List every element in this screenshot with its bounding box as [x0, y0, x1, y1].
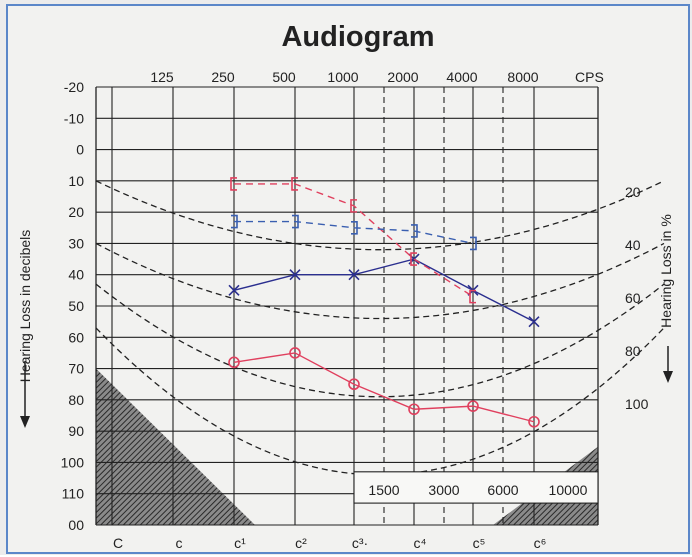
data-point-o: [348, 378, 360, 391]
y-tick-label: 80: [68, 392, 84, 408]
data-point-bracket-right: [470, 236, 477, 251]
x-tick-label: 500: [272, 69, 296, 85]
y-tick-label: 10: [68, 173, 84, 189]
audiogram-card: Audiogram -20 -10 0 10 20 30 40 50 60 70 80 90 100 11…: [6, 4, 690, 554]
data-point-bracket-left: [291, 177, 298, 191]
inter-octave-label: 1500: [368, 482, 399, 498]
bottom-note-label: c: [176, 535, 183, 551]
data-point-bracket-right: [231, 214, 238, 229]
y-tick-label: 40: [68, 267, 84, 283]
series-line-4: [234, 220, 474, 245]
data-point-x: [289, 269, 301, 281]
inter-octave-label: 10000: [549, 482, 588, 498]
data-point-o: [467, 400, 479, 412]
y-tick-label: 70: [68, 361, 84, 377]
y2-axis-arrow: [663, 346, 673, 383]
y-tick-label: 50: [68, 298, 84, 314]
y2-axis-label: Hearing Loss in %: [658, 214, 674, 328]
y-tick-label: 90: [68, 423, 84, 439]
y2-tick-label: 40: [625, 237, 641, 253]
data-point-bracket-left: [410, 252, 417, 266]
y-tick-label: 20: [68, 204, 84, 220]
data-point-o: [289, 347, 301, 359]
y-tick-label: 60: [68, 329, 84, 345]
data-point-x: [528, 316, 540, 328]
y-tick-label: -10: [64, 110, 84, 126]
inter-octave-label: 6000: [487, 482, 518, 498]
bottom-note-label: C: [113, 535, 123, 551]
bottom-note-label: c²: [295, 535, 307, 551]
series-line-2: [233, 352, 535, 423]
bottom-note-label: c⁴: [413, 535, 426, 551]
x-tick-label: 1000: [327, 69, 358, 85]
inter-octave-label: 3000: [428, 482, 459, 498]
y-tick-label: 00: [68, 517, 84, 533]
inter-octave-label-box: [353, 471, 599, 504]
y-tick-label: 30: [68, 235, 84, 251]
series-line-3: [234, 183, 474, 298]
x-unit-label: CPS: [575, 69, 604, 85]
bottom-note-label: c³·: [352, 535, 368, 551]
y-axis-arrow: [20, 361, 30, 428]
x-tick-label: 250: [211, 69, 235, 85]
bottom-note-label: c¹: [234, 535, 246, 551]
bottom-note-label: c⁶: [534, 535, 547, 551]
percent-curve-1: [95, 180, 665, 251]
data-point-bracket-right: [292, 214, 299, 229]
data-point-bracket-right: [351, 220, 358, 235]
y2-tick-label: 20: [625, 184, 641, 200]
data-point-o: [228, 356, 240, 369]
y2-tick-label: 80: [625, 343, 641, 359]
series-line-1: [233, 258, 535, 323]
audiogram-chart: Audiogram -20 -10 0 10 20 30 40 50 60 70 80 90 100 11…: [17, 21, 674, 551]
y2-tick-label: 60: [625, 290, 641, 306]
y-tick-label: 110: [62, 486, 85, 502]
y-tick-label: 100: [61, 454, 85, 470]
data-point-x: [228, 284, 240, 296]
y-tick-label: -20: [64, 79, 84, 95]
data-point-bracket-left: [469, 289, 476, 304]
data-point-bracket-left: [230, 177, 237, 191]
y-tick-label: 0: [76, 142, 84, 158]
chart-title: Audiogram: [281, 21, 434, 53]
percent-curve-2: [95, 242, 665, 320]
percent-curve-3: [95, 283, 665, 398]
x-tick-label: 2000: [387, 69, 418, 85]
data-point-o: [408, 403, 420, 416]
bottom-note-label: c⁵: [473, 535, 486, 551]
x-tick-label: 125: [150, 69, 174, 85]
hatched-region-left: [96, 368, 255, 525]
data-point-o: [528, 415, 540, 428]
data-point-x: [348, 269, 360, 281]
data-point-bracket-left: [350, 199, 357, 213]
y2-tick-label: 100: [625, 396, 649, 412]
x-tick-label: 4000: [446, 69, 477, 85]
y-axis-label: Hearing Loss in decibels: [17, 230, 33, 383]
x-tick-label: 8000: [507, 69, 538, 85]
data-point-bracket-right: [411, 224, 418, 238]
